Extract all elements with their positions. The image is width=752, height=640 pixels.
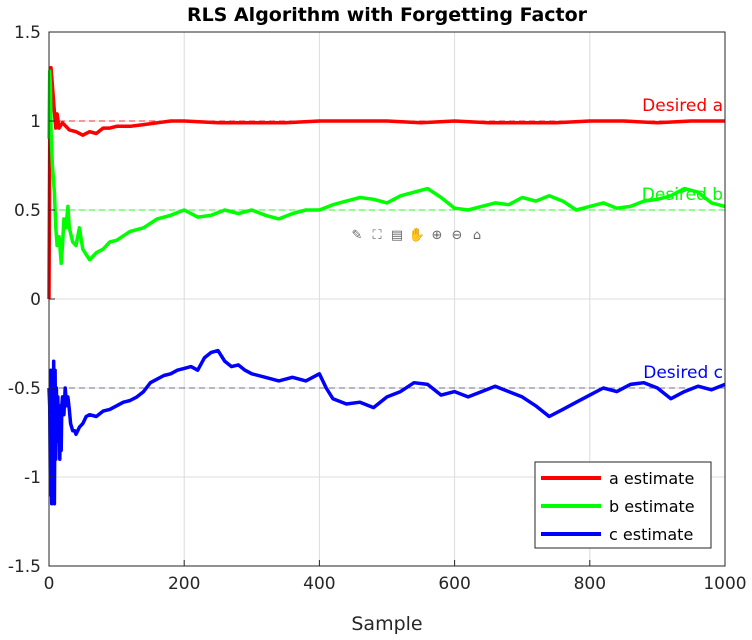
chart-title: RLS Algorithm with Forgetting Factor [187, 4, 588, 26]
legend[interactable]: a estimate b estimate c estimate [534, 461, 712, 549]
zoom-in-icon[interactable]: ⊕ [431, 228, 443, 243]
reference-label: Desired a [642, 96, 723, 116]
y-tick-label: 1 [30, 112, 41, 132]
x-tick-label: 400 [303, 574, 335, 594]
legend-entry[interactable]: c estimate [609, 525, 693, 544]
x-tick-label: 800 [574, 574, 606, 594]
x-axis-ticks: 0 200 400 600 800 1000 [44, 560, 747, 594]
y-axis-ticks: -1.5 -1 -0.5 0 0.5 1 1.5 [8, 23, 55, 577]
paint-icon[interactable]: ⛶ [372, 228, 382, 243]
y-tick-label: 0.5 [14, 201, 41, 221]
series-lines [47, 65, 726, 506]
home-icon[interactable]: ⌂ [472, 228, 482, 243]
y-tick-label: -1.5 [8, 557, 41, 577]
reference-lines [49, 120, 725, 389]
x-tick-label: 0 [44, 574, 55, 594]
series-line [47, 348, 726, 506]
x-tick-label: 600 [438, 574, 470, 594]
zoom-out-icon[interactable]: ⊖ [451, 228, 463, 243]
pan-icon[interactable]: ✋ [408, 228, 426, 243]
reference-label: Desired b [642, 185, 723, 205]
y-tick-label: 0 [30, 290, 41, 310]
brush-icon[interactable]: ✎ [351, 228, 363, 243]
legend-entry[interactable]: a estimate [609, 469, 694, 488]
y-tick-label: 1.5 [14, 23, 41, 43]
legend-entry[interactable]: b estimate [609, 497, 695, 516]
datatip-icon[interactable]: ▤ [390, 228, 404, 243]
reference-annotations: Desired a Desired b Desired c [642, 96, 723, 383]
axes-toolbar: ✎ ⛶ ▤ ✋ ⊕ ⊖ ⌂ [348, 228, 486, 243]
x-tick-label: 1000 [703, 574, 746, 594]
y-tick-label: -0.5 [8, 379, 41, 399]
y-tick-label: -1 [24, 468, 41, 488]
series-line [47, 69, 726, 266]
x-axis-label: Sample [351, 613, 422, 635]
reference-label: Desired c [643, 363, 723, 383]
x-tick-label: 200 [168, 574, 200, 594]
series-line [47, 65, 725, 300]
